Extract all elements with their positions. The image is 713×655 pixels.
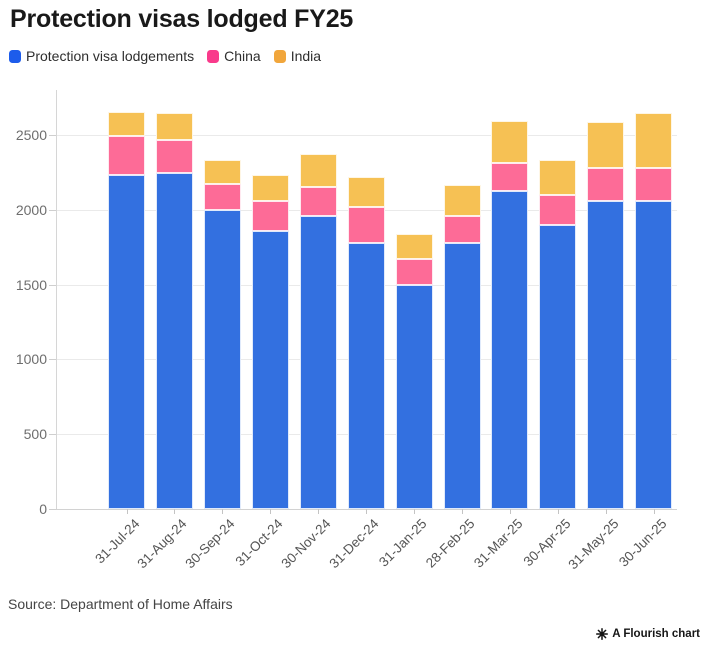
x-axis-tick bbox=[509, 509, 511, 514]
x-axis-tick bbox=[270, 509, 272, 514]
bar-segment-protection-visa-lodgements[interactable] bbox=[108, 175, 145, 509]
bar-segment-protection-visa-lodgements[interactable] bbox=[347, 243, 385, 509]
bar-segment-protection-visa-lodgements[interactable] bbox=[491, 191, 529, 509]
bar-segment-china[interactable] bbox=[635, 167, 673, 202]
bar-segment-india[interactable] bbox=[539, 159, 577, 196]
legend: Protection visa lodgements China India bbox=[9, 48, 321, 64]
bar-segment-china[interactable] bbox=[155, 140, 193, 174]
x-axis-tick bbox=[126, 509, 128, 514]
bar-segment-china[interactable] bbox=[347, 206, 385, 244]
bar-segment-india[interactable] bbox=[443, 185, 481, 216]
x-axis-tick bbox=[557, 509, 559, 514]
y-axis-tick bbox=[49, 134, 56, 136]
bar-segment-protection-visa-lodgements[interactable] bbox=[155, 173, 193, 509]
x-axis-label: 31-Jan-25 bbox=[376, 516, 430, 570]
y-axis-tick-label: 0 bbox=[39, 501, 47, 517]
bar-segment-china[interactable] bbox=[108, 136, 145, 176]
y-axis-tick-label: 1000 bbox=[15, 351, 47, 368]
flourish-credit-label: A Flourish chart bbox=[612, 628, 700, 640]
bar-segment-china[interactable] bbox=[395, 259, 433, 285]
legend-label: China bbox=[224, 48, 261, 64]
bar-segment-china[interactable] bbox=[443, 215, 481, 243]
y-axis-line bbox=[56, 90, 57, 509]
bar-segment-china[interactable] bbox=[251, 200, 289, 231]
legend-swatch-china bbox=[207, 49, 220, 63]
legend-item-china[interactable]: China bbox=[207, 48, 261, 64]
bar-segment-india[interactable] bbox=[635, 113, 673, 168]
bar-segment-india[interactable] bbox=[395, 233, 433, 260]
bar-segment-india[interactable] bbox=[347, 176, 385, 207]
x-axis-label: 30-Nov-24 bbox=[278, 516, 334, 572]
x-axis-label: 30-Sep-24 bbox=[182, 516, 238, 572]
bar-segment-protection-visa-lodgements[interactable] bbox=[539, 225, 577, 509]
bar-segment-india[interactable] bbox=[299, 153, 337, 187]
legend-item-india[interactable]: India bbox=[273, 48, 322, 64]
flourish-credit-link[interactable]: A Flourish chart bbox=[596, 628, 700, 640]
bar-segment-protection-visa-lodgements[interactable] bbox=[635, 201, 673, 509]
bar-segment-protection-visa-lodgements[interactable] bbox=[587, 200, 625, 509]
y-axis-tick-label: 500 bbox=[23, 426, 47, 443]
bar-segment-protection-visa-lodgements[interactable] bbox=[299, 215, 337, 509]
bar-segment-protection-visa-lodgements[interactable] bbox=[443, 242, 481, 509]
y-axis-tick bbox=[49, 509, 56, 510]
legend-label: India bbox=[290, 48, 322, 64]
x-axis-label: 30-Jun-25 bbox=[615, 516, 670, 570]
bar-segment-india[interactable] bbox=[203, 160, 241, 185]
gridline-2500 bbox=[56, 134, 677, 136]
bar-segment-china[interactable] bbox=[299, 186, 337, 216]
x-axis-tick bbox=[653, 509, 655, 514]
bar-segment-india[interactable] bbox=[155, 113, 193, 141]
x-axis-tick bbox=[605, 509, 607, 514]
legend-swatch-india bbox=[273, 49, 286, 63]
bar-segment-china[interactable] bbox=[491, 162, 529, 191]
x-axis-tick bbox=[318, 509, 320, 514]
bar-segment-protection-visa-lodgements[interactable] bbox=[203, 209, 241, 509]
bar-segment-india[interactable] bbox=[491, 120, 529, 163]
x-axis-label: 31-Oct-24 bbox=[232, 516, 286, 570]
bar-segment-protection-visa-lodgements[interactable] bbox=[395, 284, 433, 509]
x-axis-label: 31-Aug-24 bbox=[134, 516, 191, 572]
x-axis-tick bbox=[462, 509, 463, 514]
bar-segment-china[interactable] bbox=[203, 184, 241, 210]
source-note: Source: Department of Home Affairs bbox=[8, 596, 233, 612]
x-axis-tick bbox=[366, 509, 368, 514]
bar-segment-china[interactable] bbox=[587, 167, 625, 201]
bar-segment-india[interactable] bbox=[587, 122, 625, 168]
legend-item-protection-visa-lodgements[interactable]: Protection visa lodgements bbox=[9, 48, 194, 64]
y-axis-tick bbox=[49, 359, 56, 361]
x-axis-tick bbox=[414, 509, 416, 514]
x-axis-label: 31-Dec-24 bbox=[326, 516, 382, 572]
y-axis-tick bbox=[49, 209, 56, 211]
x-axis-label: 30-Apr-25 bbox=[520, 516, 574, 570]
x-axis-tick bbox=[222, 509, 224, 514]
flourish-asterisk-icon bbox=[596, 628, 609, 640]
y-axis-tick bbox=[49, 434, 56, 436]
legend-swatch-protection-visa-lodgements bbox=[9, 49, 21, 63]
x-axis-tick bbox=[174, 509, 176, 514]
bar-segment-china[interactable] bbox=[539, 195, 577, 226]
x-axis-label: 31-May-25 bbox=[565, 516, 622, 573]
x-axis-label: 31-Mar-25 bbox=[470, 516, 526, 571]
x-axis-label: 31-Jul-24 bbox=[91, 516, 143, 567]
y-axis-tick-label: 2500 bbox=[15, 126, 47, 143]
bar-segment-protection-visa-lodgements[interactable] bbox=[251, 230, 289, 509]
chart-title: Protection visas lodged FY25 bbox=[10, 5, 354, 33]
legend-label: Protection visa lodgements bbox=[26, 48, 195, 64]
y-axis-tick-label: 1500 bbox=[15, 276, 47, 293]
y-axis-tick-label: 2000 bbox=[15, 201, 47, 218]
bar-segment-india[interactable] bbox=[251, 174, 289, 201]
x-axis-label: 28-Feb-25 bbox=[422, 516, 478, 571]
bar-segment-india[interactable] bbox=[108, 111, 145, 137]
y-axis-tick bbox=[49, 284, 56, 286]
